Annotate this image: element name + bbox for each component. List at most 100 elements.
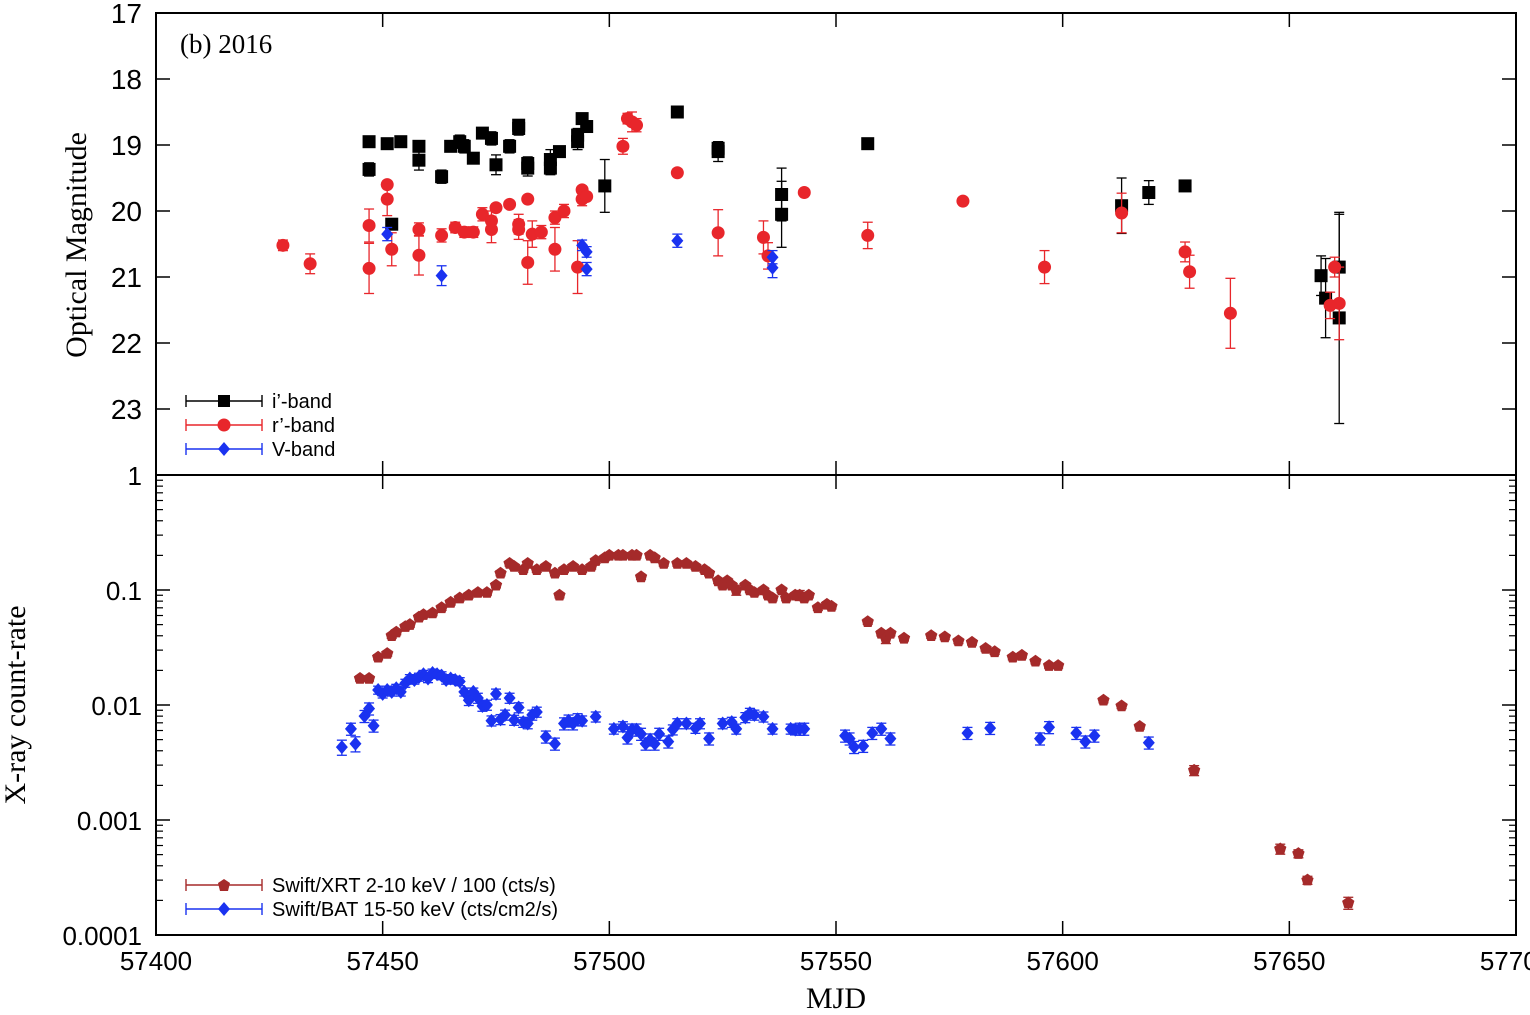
xrt-point	[884, 626, 897, 639]
xrt-point	[702, 566, 716, 579]
bat-point	[530, 704, 543, 719]
bat-point	[730, 721, 743, 736]
xrt-point	[952, 634, 965, 647]
xrt-point	[530, 563, 543, 575]
r-band-point	[571, 260, 585, 274]
bat-point	[961, 726, 974, 741]
r-band-point	[412, 222, 426, 236]
xrt-point	[979, 642, 992, 654]
bat-point	[662, 734, 675, 749]
xrt-point	[1042, 659, 1056, 671]
r-band-point	[380, 192, 394, 206]
bat-point	[716, 716, 729, 731]
xrt-point	[557, 563, 571, 575]
xrt-point	[548, 566, 562, 579]
xrt-point	[553, 588, 566, 601]
xrt-point	[1029, 654, 1042, 667]
r-band-point	[1038, 260, 1052, 274]
xrt-point	[988, 645, 1001, 658]
xrt-point	[802, 588, 815, 601]
bat-point	[875, 721, 888, 736]
legend-xrt-label: Swift/XRT 2-10 keV / 100 (cts/s)	[272, 875, 556, 897]
top-legend: i’-band r’-band V-band	[185, 391, 335, 461]
legend-v-band-marker	[185, 442, 263, 456]
bat-point	[848, 740, 861, 755]
panel-annotation: (b) 2016	[180, 29, 272, 59]
r-band-point	[521, 192, 535, 206]
xrt-point	[775, 583, 788, 596]
r-band-point	[956, 194, 970, 208]
r-band-point	[484, 222, 498, 236]
xrt-point	[1274, 842, 1287, 855]
xtick-label: 57700	[1480, 946, 1530, 976]
i-band-point	[1178, 179, 1192, 193]
top-ytick-label: 23	[111, 394, 142, 425]
xrt-point	[494, 566, 507, 579]
xrt-point	[938, 630, 951, 643]
bottom-ytick-label: 0.1	[106, 576, 142, 606]
r-band-point	[276, 238, 290, 252]
xrt-point	[453, 591, 466, 604]
xrt-point	[362, 672, 376, 684]
r-band-point	[1332, 296, 1346, 310]
i-band-point	[435, 170, 449, 184]
i-band-point	[1142, 186, 1156, 200]
xrt-point	[426, 606, 439, 619]
bat-point	[1088, 728, 1101, 743]
xtick-label: 57450	[347, 946, 419, 976]
bat-point	[616, 719, 629, 734]
bat-point	[503, 691, 516, 706]
bat-point	[589, 709, 602, 724]
bat-point	[367, 718, 380, 733]
top-ytick-label: 18	[111, 64, 142, 95]
r-band-point	[711, 226, 725, 240]
r-band-point	[475, 207, 489, 221]
legend-r-band-label: r’-band	[272, 415, 335, 437]
bat-point	[335, 740, 348, 755]
bat-point	[607, 721, 620, 736]
r-band-point	[512, 222, 526, 236]
xtick-label: 57600	[1027, 946, 1099, 976]
top-ylabel: Optical Magnitude	[60, 132, 93, 358]
xrt-point	[657, 557, 670, 569]
v-band-point	[766, 250, 779, 265]
bat-point	[694, 716, 706, 731]
bat-point	[576, 713, 589, 728]
xrt-point	[766, 591, 779, 604]
i-band-point	[512, 118, 526, 132]
bat-point	[539, 729, 552, 744]
legend-xrt-marker	[185, 879, 263, 891]
bat-point	[680, 716, 693, 731]
xrt-point	[353, 672, 367, 684]
xrt-point	[435, 601, 448, 614]
bat-point	[490, 686, 502, 701]
r-band-point	[412, 248, 426, 262]
bottom-ytick-label: 0.001	[77, 806, 142, 836]
i-band-point	[412, 139, 426, 153]
bat-point	[349, 736, 362, 751]
r-band-point	[1115, 206, 1129, 220]
bat-point	[1079, 734, 1092, 749]
xrt-point	[1342, 896, 1355, 909]
i-band-point	[861, 137, 875, 151]
xrt-point	[1015, 648, 1028, 661]
legend-i-band-label: i’-band	[272, 391, 332, 413]
bat-point	[499, 707, 512, 722]
r-band-point	[1223, 306, 1237, 320]
xrt-point	[689, 560, 702, 572]
r-band-point	[548, 211, 562, 225]
bottom-legend: Swift/XRT 2-10 keV / 100 (cts/s) Swift/B…	[185, 875, 558, 921]
r-band-point	[670, 166, 684, 180]
bat-point	[508, 713, 521, 728]
bottom-ytick-label: 1	[128, 461, 142, 491]
i-band-point	[552, 145, 566, 159]
xtick-label: 57400	[120, 946, 192, 976]
legend-bat-label: Swift/BAT 15-50 keV (cts/cm2/s)	[272, 899, 558, 921]
top-axis-ticks: 17 18 19 20 21 22 23	[111, 0, 1517, 475]
legend-bat-marker	[185, 902, 263, 916]
i-band-point	[362, 135, 376, 149]
xlabel: MJD	[806, 982, 866, 1015]
r-band-point	[362, 261, 376, 275]
i-band-point	[670, 105, 684, 119]
top-ytick-label: 20	[111, 196, 142, 227]
